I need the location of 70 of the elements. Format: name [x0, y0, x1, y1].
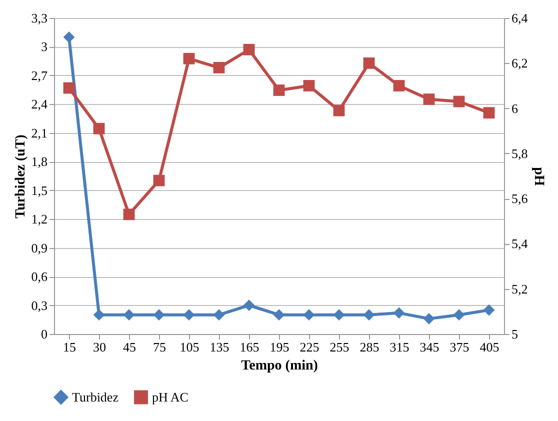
- point: [213, 309, 225, 321]
- point: [153, 309, 165, 321]
- point: [333, 104, 345, 116]
- y-tick-label: 1,2: [31, 212, 48, 227]
- legend-label: pH AC: [152, 389, 188, 404]
- point: [423, 94, 435, 105]
- point: [483, 304, 495, 316]
- y-tick-label: 3,3: [31, 10, 48, 26]
- point: [183, 309, 195, 321]
- y2-tick-label: 5,8: [512, 146, 528, 161]
- x-tick-label: 195: [270, 340, 290, 354]
- x-tick-label: 105: [180, 340, 200, 354]
- x-tick-label: 225: [300, 340, 320, 354]
- y2-tick-label: 5: [512, 326, 518, 342]
- y2-tick-label: 6,4: [512, 10, 528, 26]
- y-tick-label: 3: [41, 39, 48, 54]
- y-tick-label: 2,7: [31, 68, 48, 83]
- y2-tick-label: 5,2: [512, 281, 528, 296]
- legend-label: Turbidez: [72, 389, 119, 404]
- y-tick-label: 1,5: [31, 182, 48, 198]
- y-tick-label: 0,3: [31, 298, 48, 313]
- x-tick-label: 135: [210, 340, 230, 354]
- point: [183, 52, 195, 64]
- x-tick-label: 315: [390, 340, 410, 354]
- point: [213, 62, 225, 74]
- y-tick-label: 0,9: [31, 240, 48, 256]
- point: [93, 122, 105, 134]
- x-tick-label: 345: [420, 340, 440, 354]
- y2-axis-title: pH: [530, 167, 546, 186]
- y-tick-label: 0: [41, 326, 48, 342]
- y-tick-label: 1,8: [31, 154, 48, 170]
- x-tick-label: 255: [330, 340, 350, 354]
- x-tick-label: 405: [480, 340, 500, 354]
- point: [153, 174, 165, 186]
- x-tick-label: 45: [123, 340, 136, 354]
- x-tick-label: 15: [63, 340, 76, 354]
- point: [423, 312, 435, 324]
- point: [393, 307, 405, 319]
- point: [483, 107, 495, 118]
- point: [123, 208, 135, 220]
- point: [453, 309, 465, 321]
- point: [63, 31, 75, 43]
- point: [363, 309, 375, 321]
- point: [273, 84, 285, 96]
- y2-tick-label: 5,4: [512, 236, 528, 252]
- y2-tick-label: 6,2: [512, 56, 528, 71]
- point: [243, 44, 255, 56]
- point: [243, 300, 255, 311]
- y2-tick-label: 5,6: [512, 191, 528, 206]
- y-tick-label: 0,6: [31, 269, 48, 284]
- point: [273, 309, 285, 321]
- x-axis-title: Tempo (min): [241, 358, 318, 374]
- x-tick-label: 75: [153, 340, 166, 354]
- point: [393, 80, 405, 92]
- point: [93, 309, 105, 321]
- point: [63, 82, 75, 94]
- point: [333, 309, 345, 321]
- y-tick-label: 2,4: [31, 96, 48, 112]
- y-tick-label: 2,1: [31, 125, 48, 140]
- y2-tick-label: 6: [512, 100, 518, 116]
- x-tick-label: 165: [240, 340, 260, 354]
- y-axis-title: Turbidez (uT): [13, 134, 28, 218]
- point: [453, 96, 465, 108]
- x-tick-label: 30: [93, 340, 106, 354]
- point: [363, 57, 375, 69]
- point: [303, 309, 315, 321]
- x-tick-label: 285: [360, 340, 380, 354]
- point: [303, 80, 315, 92]
- point: [123, 309, 135, 321]
- x-tick-label: 375: [450, 340, 470, 354]
